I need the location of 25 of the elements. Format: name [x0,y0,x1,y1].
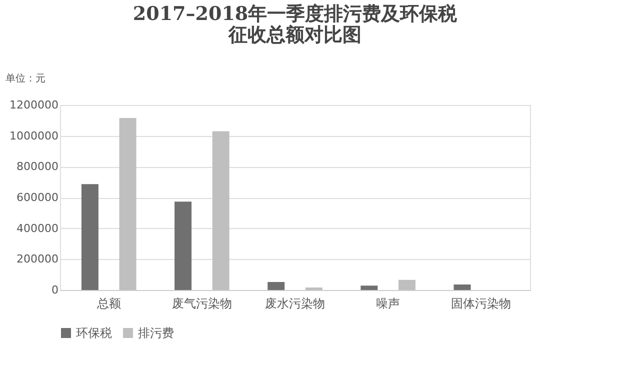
chart-subtitle: 征收总额对比图 [228,24,362,46]
legend-label: 排污费 [138,326,174,340]
bar [454,284,471,290]
bar [398,280,416,290]
x-tick-label: 废气污染物 [172,296,232,310]
x-tick-label: 噪声 [376,296,400,310]
bar [81,184,98,290]
legend-label: 环保税 [76,326,112,340]
y-tick-label: 600000 [16,191,58,204]
y-tick-label: 1000000 [10,129,58,142]
y-tick-label: 400000 [16,222,58,235]
bar [212,131,230,290]
y-tick-label: 1200000 [10,98,58,112]
bar [174,202,192,290]
bar [119,118,136,290]
x-tick-label: 废水污染物 [265,296,325,310]
bar [268,282,285,290]
x-tick-label: 固体污染物 [451,296,512,310]
y-tick-label: 200000 [16,252,58,266]
y-tick-label: 800000 [16,160,58,174]
y-axis-title: 单位：元 [6,72,46,84]
chart-title: 2017–2018年一季度排污费及环保税 [132,3,458,25]
x-tick-label: 总额 [96,296,121,310]
bar [360,286,378,290]
y-tick-label: 0 [52,284,58,296]
